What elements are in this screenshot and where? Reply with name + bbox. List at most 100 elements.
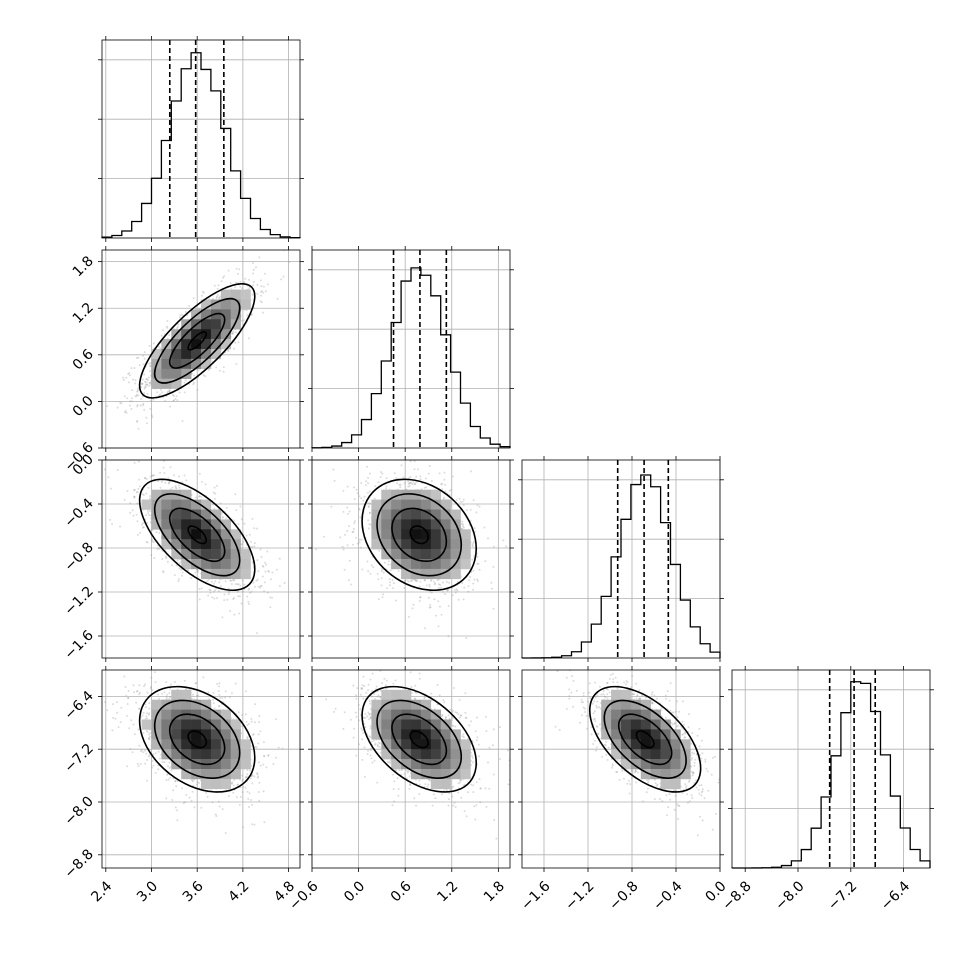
sample-point <box>128 404 131 407</box>
density-cell <box>210 339 222 350</box>
contour-line <box>376 493 463 577</box>
sample-point <box>216 597 218 600</box>
sample-point <box>184 379 187 382</box>
sample-point <box>250 590 253 593</box>
density-cell <box>371 509 382 520</box>
sample-point <box>378 549 381 552</box>
sample-point <box>423 579 426 582</box>
sample-point <box>360 497 363 500</box>
sample-point <box>267 569 270 572</box>
sample-point <box>148 514 151 517</box>
sample-point <box>180 568 182 571</box>
sample-point <box>215 366 218 369</box>
sample-point <box>430 591 433 594</box>
sample-point <box>237 523 240 526</box>
sample-point <box>128 372 131 375</box>
sample-point <box>419 478 422 481</box>
sample-point <box>213 507 216 510</box>
sample-point <box>116 406 119 409</box>
sample-point <box>361 568 364 571</box>
density-cell <box>171 509 182 520</box>
sample-point <box>348 559 351 562</box>
sample-point <box>140 386 143 389</box>
density-cell <box>181 509 192 520</box>
sample-point <box>177 484 180 487</box>
sample-point <box>412 480 415 483</box>
sample-point <box>276 297 279 300</box>
sample-point <box>255 266 257 269</box>
sample-point <box>462 523 464 526</box>
sample-point <box>346 544 349 547</box>
sample-point <box>269 578 272 581</box>
sample-point <box>461 582 464 584</box>
sample-point <box>266 591 269 594</box>
sample-point <box>446 589 449 592</box>
sample-point <box>132 514 135 517</box>
sample-point <box>147 512 150 515</box>
sample-point <box>223 593 226 596</box>
sample-point <box>133 488 136 491</box>
sample-point <box>227 587 230 590</box>
sample-point <box>367 491 369 494</box>
sample-point <box>243 583 246 586</box>
sample-point <box>148 345 151 347</box>
sample-point <box>131 389 134 392</box>
sample-point <box>256 632 258 635</box>
sample-point <box>252 268 255 271</box>
sample-point <box>111 703 114 706</box>
sample-point <box>462 525 465 528</box>
sample-point <box>150 686 152 689</box>
sample-point <box>212 590 215 593</box>
density-cell <box>201 519 212 530</box>
sample-point <box>175 564 178 567</box>
density-cell <box>411 559 422 570</box>
sample-point <box>168 482 170 485</box>
sample-point <box>129 400 132 403</box>
density-cell <box>381 529 392 540</box>
sample-point <box>164 399 167 402</box>
sample-point <box>143 351 146 354</box>
sample-point <box>348 525 350 528</box>
sample-point <box>252 281 255 283</box>
sample-point <box>137 728 140 731</box>
sample-point <box>254 585 256 588</box>
sample-point <box>169 696 171 698</box>
density-cell <box>151 519 162 530</box>
sample-point <box>181 314 184 316</box>
sample-point <box>145 514 148 517</box>
sample-point <box>470 470 473 473</box>
sample-point <box>219 502 222 505</box>
sample-point <box>175 487 178 490</box>
sample-point <box>429 604 432 606</box>
sample-point <box>266 283 269 286</box>
sample-point <box>136 491 139 493</box>
sample-point <box>178 486 181 489</box>
sample-point <box>413 483 416 486</box>
sample-point <box>165 779 168 782</box>
sample-point <box>258 721 260 724</box>
sample-point <box>251 823 254 826</box>
density-cell <box>420 519 432 530</box>
sample-point <box>158 531 161 534</box>
sample-point <box>342 510 345 513</box>
sample-point <box>233 347 236 350</box>
sample-point <box>136 390 139 393</box>
sample-point <box>238 268 241 271</box>
sample-point <box>146 392 149 395</box>
sample-point <box>410 481 413 484</box>
sample-point <box>445 580 448 583</box>
density-cell <box>240 559 251 570</box>
sample-point <box>229 579 232 582</box>
sample-point <box>125 376 128 379</box>
sample-point <box>148 510 151 513</box>
sample-point <box>387 563 390 566</box>
sample-point <box>368 511 371 514</box>
density-cell <box>220 329 231 340</box>
sample-point <box>148 733 151 736</box>
density-cell <box>210 519 222 530</box>
sample-point <box>150 554 153 557</box>
sample-point <box>146 522 149 524</box>
sample-point <box>129 511 132 514</box>
sample-point <box>238 595 241 598</box>
sample-point <box>415 580 418 582</box>
